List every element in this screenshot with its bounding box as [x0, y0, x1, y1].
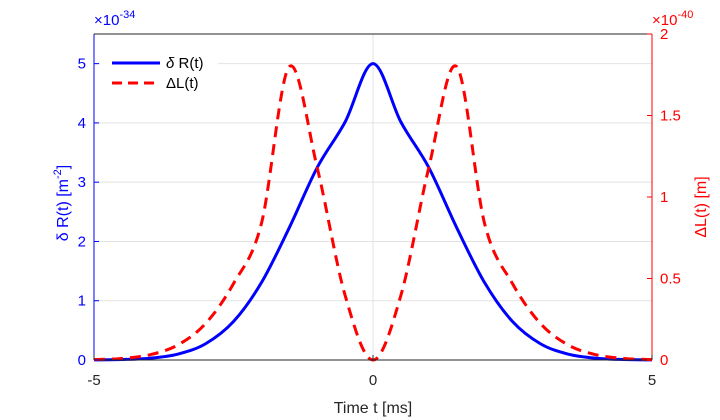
bottom-tick-label: 0: [369, 372, 377, 389]
right-tick-label: 0: [660, 352, 668, 369]
left-tick-label: 2: [78, 233, 86, 250]
legend-label-red: ΔL(t): [166, 75, 199, 92]
legend-box: [100, 48, 218, 98]
legend: δ R(t) ΔL(t): [100, 48, 218, 98]
series-line-delta-r: [93, 62, 653, 362]
y-left-axis-label: δ R(t) [m-2]: [52, 165, 72, 241]
left-tick-label: 3: [78, 174, 86, 191]
left-tick-label: 5: [78, 56, 86, 73]
x-axis-label: Time t [ms]: [334, 400, 413, 417]
bottom-tick-label: -5: [87, 372, 100, 389]
left-tick-label: 1: [78, 293, 86, 310]
left-exponent-label: ×10-34: [94, 9, 135, 29]
right-tick-label: 2: [660, 26, 668, 43]
left-tick-label: 0: [78, 352, 86, 369]
bottom-tick-label: 5: [648, 372, 656, 389]
right-tick-label: 1.5: [660, 108, 681, 125]
y-right-axis-label: ΔL(t) [m]: [693, 176, 710, 237]
left-tick-label: 4: [78, 115, 86, 132]
right-tick-label: 1: [660, 189, 668, 206]
right-tick-label: 0.5: [660, 271, 681, 288]
right-exponent-label: ×10-40: [652, 9, 693, 29]
legend-label-blue: δ R(t): [166, 55, 204, 72]
